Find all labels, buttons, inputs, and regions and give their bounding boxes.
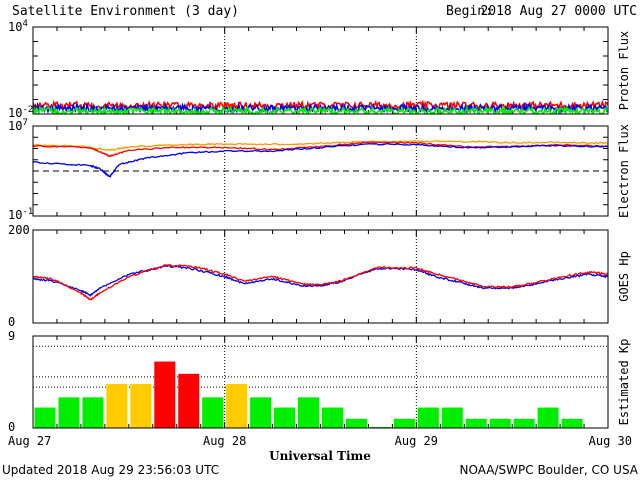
kp-bar (441, 407, 463, 428)
y-tick-label: 200 (8, 223, 30, 237)
panels: 104 10-2 Proton Flux 107 10-1 Electron Flux 20… (8, 19, 631, 434)
begin-value: 2018 Aug 27 0000 UTC (480, 4, 637, 19)
kp-bar (106, 384, 128, 428)
y-tick-label: 10-2 (8, 105, 33, 120)
series-line (33, 264, 608, 297)
begin-label: Begin: (446, 4, 493, 19)
series-line (33, 142, 608, 178)
x-tick-labels: Aug 27 Aug 28 Aug 29 Aug 30 (8, 434, 632, 448)
kp-bar (58, 397, 80, 428)
x-tick-label: Aug 28 (203, 434, 246, 448)
x-tick-label: Aug 30 (589, 434, 632, 448)
kp-bar (298, 397, 319, 428)
kp-bar (34, 407, 56, 428)
kp-bar (274, 407, 296, 428)
kp-bar (345, 418, 367, 428)
credit-label: NOAA/SWPC Boulder, CO USA (460, 463, 639, 477)
y-axis-label: Proton Flux (617, 31, 631, 110)
plot-area (33, 264, 608, 301)
y-axis-label: Electron Flux (617, 124, 631, 218)
y-tick-label: 10-1 (8, 207, 33, 222)
plot-area (33, 139, 608, 178)
kp-bar (178, 373, 200, 428)
y-tick-label: 0 (8, 315, 15, 329)
kp-bar (513, 418, 535, 428)
panel-frame (32, 26, 609, 115)
panel-frame (32, 335, 609, 429)
kp-bar (537, 407, 559, 428)
kp-bar (130, 384, 152, 428)
kp-bar (465, 418, 487, 428)
kp-bar (154, 361, 176, 428)
kp-bar (369, 426, 391, 428)
kp-bar (250, 397, 272, 428)
x-tick-label: Aug 27 (8, 434, 51, 448)
y-axis-label: Estimated Kp (617, 339, 631, 426)
kp-bar (82, 397, 104, 428)
kp-bar (417, 407, 439, 428)
kp-bar (202, 397, 224, 428)
y-tick-label: 104 (8, 19, 28, 34)
kp-bar (561, 418, 583, 428)
chart-title: Satellite Environment (3 day) (12, 4, 239, 19)
series-line (33, 264, 608, 301)
panel-frame (32, 125, 609, 217)
y-tick-label: 107 (8, 118, 28, 133)
plot-area (34, 361, 583, 428)
y-tick-label: 0 (8, 420, 15, 434)
x-tick-label: Aug 29 (395, 434, 438, 448)
series-line (33, 101, 608, 114)
panel-frame (32, 229, 609, 324)
panel-electron-flux: 107 10-1 Electron Flux (8, 118, 631, 222)
updated-timestamp: Updated 2018 Aug 29 23:56:03 UTC (2, 463, 219, 477)
panel-goes-hp: 200 0 GOES Hp (8, 223, 631, 329)
kp-bar (226, 384, 248, 428)
plot-area (33, 99, 608, 114)
panel-proton-flux: 104 10-2 Proton Flux (8, 19, 631, 120)
y-axis-label: GOES Hp (617, 251, 631, 302)
series-line (33, 139, 608, 151)
x-axis-title: Universal Time (269, 449, 371, 463)
kp-bar (489, 418, 511, 428)
kp-bar (393, 418, 415, 428)
kp-bar (322, 407, 343, 428)
panel-estimated-kp: 9 0 Estimated Kp (8, 329, 631, 434)
series-line (33, 104, 608, 114)
y-tick-label: 9 (8, 329, 15, 343)
